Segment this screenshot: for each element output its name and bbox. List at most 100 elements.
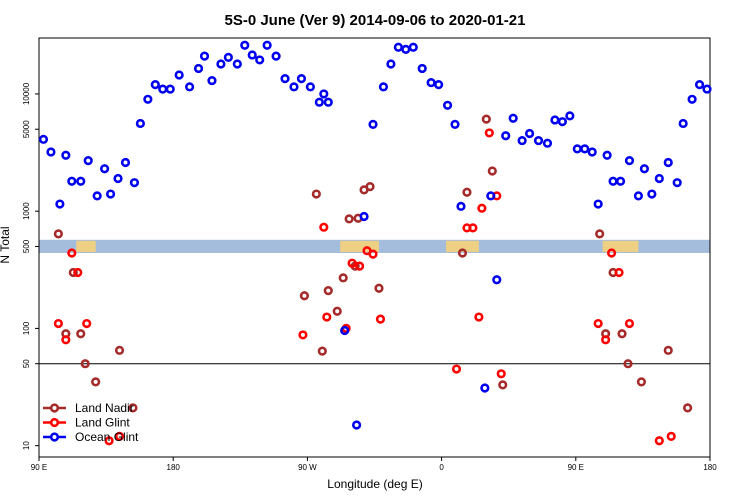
ocean-glint-point: [158, 84, 168, 94]
ocean-glint-point: [129, 178, 140, 188]
data-points: [38, 40, 712, 446]
ocean-glint-point: [702, 84, 712, 94]
ocean-glint-point: [486, 191, 496, 201]
ocean-glint-point: [533, 135, 544, 146]
ocean-glint-point: [508, 113, 518, 123]
land-glint-point: [484, 128, 494, 138]
x-tick-label: 180: [703, 463, 717, 472]
ocean-glint-point: [67, 176, 77, 186]
ocean-glint-point: [83, 155, 93, 166]
ocean-glint-point: [593, 199, 603, 209]
land-nadir-point: [76, 329, 86, 339]
land-nadir-point: [344, 214, 354, 224]
ocean-glint-point: [393, 42, 403, 52]
ocean-glint-point: [602, 150, 612, 160]
land-nadir-point: [311, 189, 321, 199]
y-tick-label: 500: [22, 239, 31, 253]
land-glint-point: [496, 369, 506, 379]
x-tick-label: 90 E: [568, 463, 584, 472]
ocean-glint-point: [247, 50, 257, 60]
land-nadir-point: [365, 182, 375, 192]
ocean-glint-point: [105, 189, 116, 199]
land-band-segment: [602, 240, 639, 252]
ocean-glint-point: [434, 80, 444, 90]
ocean-glint-point: [426, 77, 436, 88]
land-nadir-point: [457, 248, 468, 258]
ocean-glint-point: [524, 128, 535, 139]
ocean-glint-point: [456, 201, 466, 211]
ocean-glint-point: [340, 325, 350, 336]
land-glint-point: [606, 248, 617, 258]
ocean-glint-point: [207, 75, 217, 86]
ocean-glint-point: [408, 42, 418, 52]
land-nadir-point: [462, 187, 472, 197]
ocean-glint-point: [174, 70, 184, 80]
ocean-glint-point: [92, 191, 102, 201]
ocean-glint-point: [216, 59, 226, 69]
ocean-glint-point: [501, 131, 511, 141]
ocean-glint-point: [38, 134, 49, 144]
ocean-glint-point: [663, 157, 673, 168]
land-glint-point: [319, 222, 329, 232]
x-tick-label: 180: [167, 463, 181, 472]
land-glint-point: [82, 318, 92, 329]
ocean-glint-point: [378, 82, 389, 92]
ocean-glint-point: [223, 52, 233, 62]
ocean-glint-point: [654, 173, 664, 184]
ocean-glint-point: [639, 164, 649, 174]
land-glint-point: [67, 248, 77, 258]
ocean-glint-point: [185, 82, 195, 92]
land-glint-point: [624, 318, 635, 329]
land-glint-point: [61, 335, 71, 345]
ocean-glint-point: [624, 155, 635, 166]
land-glint-point: [114, 431, 125, 441]
land-nadir-point: [623, 359, 633, 369]
land-glint-point: [104, 436, 114, 446]
land-nadir-point: [487, 166, 497, 176]
land-nadir-point: [91, 377, 101, 387]
ocean-glint-point: [193, 63, 204, 74]
legend-label-ocean-glint: Ocean Glint: [75, 430, 139, 444]
y-tick-label: 5000: [22, 120, 31, 138]
land-glint-point: [298, 330, 308, 340]
land-nadir-point: [323, 286, 333, 296]
land-glint-point: [601, 335, 611, 345]
land-nadir-point: [338, 273, 348, 283]
land-band-segment: [76, 240, 96, 252]
land-glint-point: [368, 249, 378, 259]
land-nadir-point: [683, 403, 693, 413]
ocean-glint-point: [135, 118, 145, 129]
ocean-glint-point: [492, 275, 502, 285]
ocean-glint-point: [450, 119, 460, 129]
land-glint-point: [322, 312, 332, 322]
land-glint-point: [375, 314, 386, 324]
x-tick-label: 90 E: [31, 463, 47, 472]
ocean-glint-point: [262, 40, 272, 50]
x-tick-label: 0: [439, 463, 444, 472]
land-glint-point: [468, 223, 478, 233]
ocean-glint-point: [442, 100, 453, 110]
land-glint-point: [474, 312, 484, 322]
ocean-glint-point: [608, 176, 618, 186]
y-tick-label: 50: [22, 359, 31, 368]
y-axis: 10 50 100 500 1000 5000 10000: [22, 82, 39, 450]
ocean-glint-point: [687, 94, 697, 104]
land-nadir-point: [80, 359, 90, 369]
ocean-glint-point: [319, 89, 329, 99]
ocean-glint-point: [280, 74, 290, 84]
land-nadir-point: [663, 345, 673, 355]
ocean-glint-point: [76, 176, 86, 186]
land-nadir-point: [332, 306, 342, 316]
land-glint-point: [666, 431, 676, 441]
ocean-glint-point: [557, 117, 567, 127]
land-band-segment: [340, 240, 379, 252]
ocean-glint-point: [150, 80, 160, 90]
ocean-glint-point: [165, 84, 175, 94]
land-glint-point: [593, 318, 603, 329]
ocean-glint-point: [633, 191, 644, 201]
land-glint-point: [451, 364, 462, 374]
ocean-glint-point: [232, 59, 242, 69]
ocean-glint-point: [255, 55, 265, 65]
